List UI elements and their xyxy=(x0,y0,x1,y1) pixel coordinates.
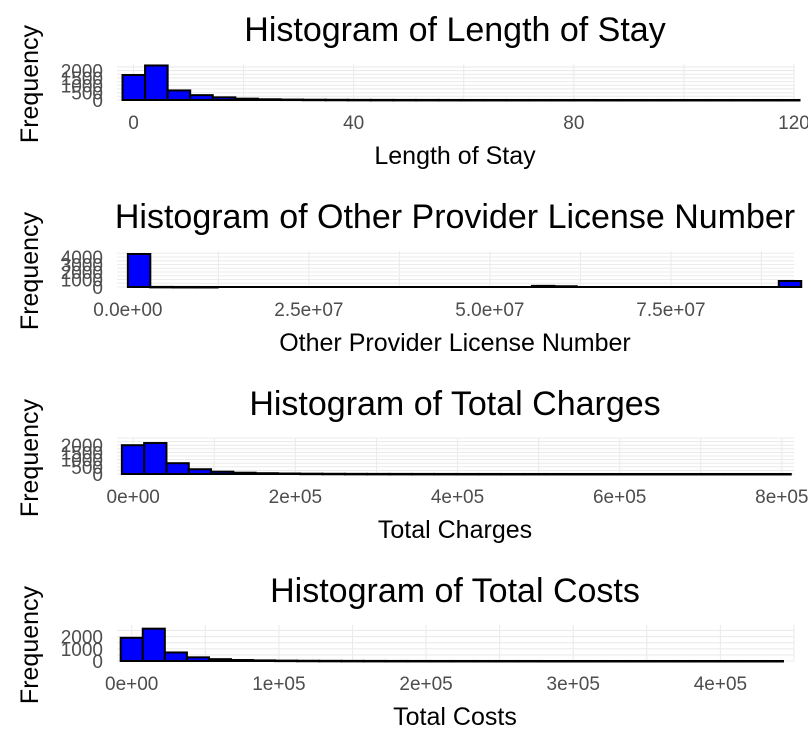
y-tick-label: 2000 xyxy=(61,436,103,457)
y-tick-label: 2000 xyxy=(61,62,103,83)
y-tick-label: 3000 xyxy=(61,256,103,277)
grid-layer xyxy=(117,251,794,288)
y-axis-label: Frequency xyxy=(16,24,44,143)
x-tick-label: 2e+05 xyxy=(399,674,452,695)
x-tick-label: 0e+00 xyxy=(105,674,158,695)
x-tick-label: 2.5e+07 xyxy=(274,300,343,321)
x-tick-labels: 0e+00 2e+05 4e+05 6e+05 8e+05 xyxy=(107,487,808,508)
y-tick-label: 0 xyxy=(92,465,103,486)
x-axis-label: Total Costs xyxy=(393,703,517,731)
x-axis-label: Other Provider License Number xyxy=(279,329,631,357)
histogram-bar xyxy=(121,74,147,101)
x-tick-label: 4e+05 xyxy=(431,487,484,508)
histogram-bar xyxy=(119,636,144,662)
grid-layer xyxy=(117,437,794,475)
y-tick-label: 500 xyxy=(71,84,103,105)
y-tick-label: 1000 xyxy=(61,271,103,292)
y-tick-label: 1500 xyxy=(61,443,103,464)
histogram-bar xyxy=(165,462,190,476)
chart-title: Histogram of Total Costs xyxy=(270,572,640,610)
x-tick-label: 120 xyxy=(778,113,808,134)
chart-title: Histogram of Total Charges xyxy=(249,385,660,423)
histogram-bar xyxy=(144,64,169,102)
y-axis-label: Frequency xyxy=(16,211,44,330)
histogram-panel-other-provider-license-number: Histogram of Other Provider License Numb… xyxy=(16,198,803,357)
x-tick-label: 80 xyxy=(563,113,584,134)
y-axis-label: Frequency xyxy=(16,585,44,704)
bars-layer xyxy=(126,253,803,289)
grid-layer xyxy=(117,64,795,101)
x-tick-labels: 0 40 80 120 xyxy=(128,113,808,134)
chart-title: Histogram of Other Provider License Numb… xyxy=(115,198,795,236)
bars-layer xyxy=(119,627,784,663)
x-tick-label: 6e+05 xyxy=(593,487,646,508)
x-tick-label: 7.5e+07 xyxy=(636,300,705,321)
x-tick-labels: 0.0e+00 2.5e+07 5.0e+07 7.5e+07 xyxy=(93,300,705,321)
y-tick-label: 4000 xyxy=(61,248,103,269)
x-axis-label: Total Charges xyxy=(378,516,532,544)
bars-layer xyxy=(121,64,801,102)
y-tick-label: 1000 xyxy=(61,76,103,97)
x-tick-label: 2e+05 xyxy=(269,487,322,508)
x-tick-label: 8e+05 xyxy=(755,487,808,508)
histogram-bar xyxy=(166,89,192,102)
y-tick-label: 1000 xyxy=(61,451,103,472)
histogram-bar xyxy=(120,444,146,476)
x-tick-labels: 0e+00 1e+05 2e+05 3e+05 4e+05 xyxy=(105,674,747,695)
y-tick-label: 0 xyxy=(92,91,103,112)
y-tick-label: 2000 xyxy=(61,263,103,284)
x-axis-label: Length of Stay xyxy=(374,142,536,170)
bars-layer xyxy=(120,442,792,476)
chart-title: Histogram of Length of Stay xyxy=(244,11,665,49)
y-tick-label: 500 xyxy=(71,458,103,479)
histogram-bar xyxy=(141,627,166,662)
x-tick-label: 3e+05 xyxy=(547,674,600,695)
y-tick-label: 2000 xyxy=(61,628,103,649)
x-tick-label: 40 xyxy=(343,113,364,134)
x-tick-label: 1e+05 xyxy=(252,674,305,695)
y-tick-label: 0 xyxy=(92,652,103,673)
histogram-bar xyxy=(143,442,168,476)
histogram-bar xyxy=(126,253,152,288)
y-tick-label: 1000 xyxy=(61,640,103,661)
x-tick-label: 5.0e+07 xyxy=(455,300,524,321)
histogram-panel-total-charges: Histogram of Total Charges 0500100015002… xyxy=(16,385,808,544)
x-tick-label: 0 xyxy=(128,113,139,134)
histogram-bar xyxy=(163,651,188,663)
x-tick-label: 0e+00 xyxy=(107,487,160,508)
y-tick-label: 1500 xyxy=(61,69,103,90)
grid-layer xyxy=(117,625,795,662)
histogram-panel-length-of-stay: Histogram of Length of Stay 050010001500… xyxy=(16,11,808,170)
x-tick-label: 0.0e+00 xyxy=(93,300,162,321)
x-tick-label: 4e+05 xyxy=(694,674,747,695)
y-axis-label: Frequency xyxy=(16,398,44,517)
y-tick-label: 0 xyxy=(92,278,103,299)
